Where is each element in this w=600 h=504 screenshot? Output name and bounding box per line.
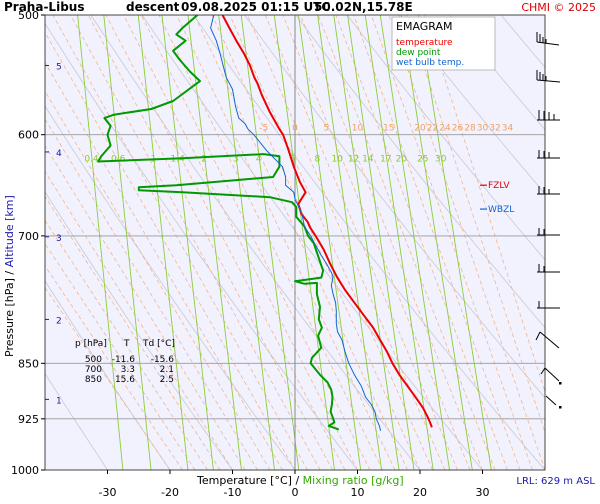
isotherm-label: 22: [427, 123, 438, 133]
lrl-label: LRL: 629 m ASL: [516, 476, 595, 487]
table-cell: 850: [85, 375, 102, 385]
isotherm-label: 32: [489, 123, 500, 133]
table-cell: -11.6: [112, 355, 136, 365]
mixing-ratio-label: 8: [315, 154, 321, 164]
summary-table: p [hPa] T Td [°C] 500 -11.6 -15.6 700 3.…: [75, 339, 175, 385]
isotherm-label: 28: [464, 123, 476, 133]
isotherm-label: 5: [323, 123, 329, 133]
temperature-tick-label: 10: [351, 486, 365, 499]
mixing-ratio-label: 0.4: [84, 154, 99, 164]
wbzl-label: WBZL: [488, 205, 514, 215]
isotherm-label: 30: [477, 123, 489, 133]
table-cell: 700: [85, 365, 102, 375]
mixing-ratio-label: 4: [256, 154, 262, 164]
isotherm-label: 20: [414, 123, 426, 133]
mixing-ratio-label: 25: [417, 154, 428, 164]
isotherm-label: 10: [352, 123, 364, 133]
isotherm-label: 0: [292, 123, 298, 133]
table-cell: -15.6: [151, 355, 175, 365]
legend-wet-bulb: wet bulb temp.: [396, 58, 464, 68]
temperature-tick-label: 30: [476, 486, 490, 499]
pressure-tick-label: 700: [18, 230, 39, 243]
table-cell: 15.6: [115, 375, 135, 385]
temperature-tick-label: 0: [292, 486, 299, 499]
pressure-tick-label: 1000: [11, 464, 39, 477]
altitude-tick-label: 2: [56, 316, 62, 326]
station-name: Praha-Libus: [4, 0, 84, 14]
mixing-ratio-label: 14: [362, 154, 374, 164]
isotherm-label: 26: [452, 123, 464, 133]
mixing-ratio-label: 0.6: [111, 154, 126, 164]
legend: EMAGRAM temperature dew point wet bulb t…: [392, 17, 495, 70]
mixing-ratio-label: 12: [348, 154, 359, 164]
temperature-tick-label: -10: [224, 486, 242, 499]
table-cell: 2.5: [160, 375, 174, 385]
pressure-tick-label: 850: [18, 357, 39, 370]
mixing-ratio-label: 10: [331, 154, 343, 164]
sounding-datetime: 09.08.2025 01:15 UTC: [181, 0, 330, 14]
legend-temperature: temperature: [396, 38, 453, 48]
credit-text: CHMI © 2025: [521, 1, 596, 14]
y-axis-title: Pressure [hPa] / Altitude [km]: [3, 195, 16, 357]
table-header-t: T: [123, 339, 130, 349]
table-header-p: p [hPa]: [75, 339, 107, 349]
pressure-tick-label: 925: [18, 413, 39, 426]
table-cell: 500: [85, 355, 102, 365]
temperature-tick-label: -30: [99, 486, 117, 499]
legend-title: EMAGRAM: [396, 20, 453, 33]
fzlv-label: FZLV: [488, 181, 510, 191]
isotherm-label: 34: [502, 123, 514, 133]
table-cell: 2.1: [160, 365, 174, 375]
mixing-ratio-label: 2: [201, 154, 207, 164]
wind-calm-dot: [559, 382, 562, 385]
temperature-tick-label: -20: [161, 486, 179, 499]
table-header-td: Td [°C]: [142, 339, 175, 349]
mixing-ratio-label: 20: [396, 154, 408, 164]
sounding-location: 50.02N,15.78E: [314, 0, 413, 14]
isotherm-label: 15: [383, 123, 394, 133]
sounding-mode: descent: [126, 0, 180, 14]
isotherm-label: 24: [439, 123, 451, 133]
altitude-tick-label: 3: [56, 234, 62, 244]
altitude-tick-label: 4: [56, 149, 62, 159]
mixing-ratio-label: 17: [380, 154, 391, 164]
isotherm-label: -5: [259, 123, 268, 133]
mixing-ratio-label: 30: [435, 154, 447, 164]
wind-calm-dot: [559, 406, 562, 409]
x-axis-title: Temperature [°C] / Mixing ratio [g/kg]: [196, 474, 404, 487]
pressure-tick-label: 600: [18, 129, 39, 142]
altitude-tick-label: 5: [56, 63, 62, 73]
temperature-tick-label: 20: [413, 486, 427, 499]
wind-barb: [546, 396, 556, 405]
dry-adiabat-line: [580, 0, 600, 470]
legend-dew-point: dew point: [396, 48, 441, 58]
table-cell: 3.3: [121, 365, 135, 375]
altitude-tick-label: 1: [56, 396, 62, 406]
